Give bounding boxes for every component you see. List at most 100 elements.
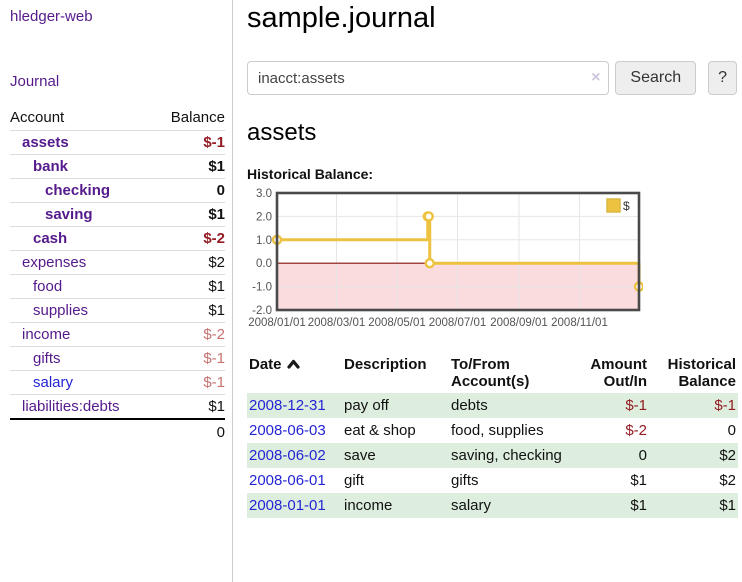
account-balance: $1 [208,158,225,175]
register-table: Date Description To/From Account(s) Amou… [247,353,738,518]
register-header-balance: Historical Balance [667,356,736,390]
register-header-description: Description [344,356,427,373]
svg-text:2008/07/01: 2008/07/01 [429,317,487,329]
account-row: bank $1 [10,154,225,179]
help-button[interactable]: ? [708,61,737,95]
register-header-amount: Amount Out/In [590,356,647,390]
account-balance: $2 [208,254,225,271]
account-link[interactable]: supplies [33,302,89,319]
transaction-balance: $2 [719,447,736,464]
transaction-balance: $1 [719,497,736,514]
svg-text:2008/05/01: 2008/05/01 [368,317,426,329]
account-link[interactable]: liabilities:debts [22,398,120,415]
register-body: 2008-12-31 pay off debts $-1 $-1 2008-06-03 ea… [247,393,738,518]
transaction-amount: $1 [630,472,647,489]
svg-text:3.0: 3.0 [256,188,272,200]
account-link[interactable]: saving [45,206,93,223]
svg-text:-2.0: -2.0 [252,305,272,317]
account-link[interactable]: food [33,278,63,295]
account-row: expenses $2 [10,250,225,275]
account-row: assets $-1 [10,130,225,155]
account-row: supplies $1 [10,298,225,323]
accounts-header-row: Account Balance [10,106,225,131]
register-row[interactable]: 2008-06-01 gift gifts $1 $2 [247,468,738,493]
svg-text:2.0: 2.0 [256,211,272,223]
account-balance: $1 [208,302,225,319]
account-balance: $1 [208,398,225,415]
account-link[interactable]: expenses [22,254,87,271]
transaction-balance: $-1 [714,397,736,414]
register-header-date[interactable]: Date [247,353,344,393]
account-link[interactable]: checking [45,182,111,199]
account-row: cash $-2 [10,226,225,251]
register-row[interactable]: 2008-01-01 income salary $1 $1 [247,493,738,518]
account-row: liabilities:debts $1 [10,394,225,420]
account-balance: $1 [208,278,225,295]
accounts-total-row: 0 [10,419,225,445]
account-balance: $-1 [203,350,225,367]
account-row: salary $-1 [10,370,225,395]
transaction-description: gift [344,472,365,489]
svg-text:2008/09/01: 2008/09/01 [490,317,548,329]
account-row: checking 0 [10,178,225,203]
search-input[interactable] [247,61,610,95]
svg-text:2008/01/01: 2008/01/01 [248,317,306,329]
search-row: × Search ? [247,61,737,95]
account-title: assets [247,119,317,146]
svg-text:2008/11/01: 2008/11/01 [551,317,608,329]
transaction-balance: $2 [719,472,736,489]
accounts-header-balance: Balance [170,109,225,126]
brand-link[interactable]: hledger-web [10,8,93,25]
clear-search-icon[interactable]: × [591,69,601,86]
account-link[interactable]: salary [33,374,74,391]
transaction-description: save [344,447,376,464]
svg-text:-1.0: -1.0 [252,282,272,294]
transaction-description: pay off [344,397,389,414]
transaction-amount: $1 [630,497,647,514]
sidebar: hledger-web Journal Account Balance asse… [0,0,233,582]
sidebar-item-journal[interactable]: Journal [10,73,60,90]
transaction-description: income [344,497,393,514]
transaction-date-link[interactable]: 2008-06-03 [249,422,326,439]
account-link[interactable]: cash [33,230,68,247]
main-panel: sample.journal × Search ? assets Histori… [233,0,742,582]
account-balance: $-1 [203,374,225,391]
transaction-date-link[interactable]: 2008-06-02 [249,447,326,464]
sort-asc-icon [286,356,300,373]
account-link[interactable]: bank [33,158,69,175]
register-row[interactable]: 2008-06-02 save saving, checking 0 $2 [247,443,738,468]
transaction-date-link[interactable]: 2008-06-01 [249,472,326,489]
register-header-accounts: To/From Account(s) [451,356,530,390]
page-title: sample.journal [247,2,436,34]
account-balance: $-2 [203,230,225,247]
search-field-wrap: × [247,61,610,95]
svg-text:2008/03/01: 2008/03/01 [308,317,366,329]
transaction-amount: $-2 [625,422,647,439]
svg-text:0.0: 0.0 [256,258,272,270]
accounts-body: assets $-1 bank $1 checking 0 saving $1 cash $-2 e… [10,130,225,420]
transaction-balance: 0 [727,422,736,439]
transaction-amount: 0 [638,447,647,464]
transaction-date-link[interactable]: 2008-12-31 [249,397,326,414]
register-row[interactable]: 2008-12-31 pay off debts $-1 $-1 [247,393,738,418]
transaction-accounts: saving, checking [451,447,562,464]
search-button[interactable]: Search [615,61,697,95]
account-row: income $-2 [10,322,225,347]
svg-text:$: $ [623,199,630,213]
register-header-row: Date Description To/From Account(s) Amou… [247,353,738,393]
transaction-date-link[interactable]: 2008-01-01 [249,497,326,514]
transaction-description: eat & shop [344,422,416,439]
transaction-accounts: gifts [451,472,479,489]
account-balance: $-1 [203,134,225,151]
account-balance: $1 [208,206,225,223]
register-row[interactable]: 2008-06-03 eat & shop food, supplies $-2 0 [247,418,738,443]
accounts-table: Account Balance assets $-1 bank $1 checking 0… [10,106,225,445]
balance-chart[interactable]: 3.0 2.0 1.0 0.0 -1.0 -2.0 2008/01/01 2008/03/01… [245,188,737,341]
account-link[interactable]: assets [22,134,69,151]
account-link[interactable]: income [22,326,71,343]
chart-label: Historical Balance: [247,166,374,182]
account-link[interactable]: gifts [33,350,61,367]
account-row: food $1 [10,274,225,299]
